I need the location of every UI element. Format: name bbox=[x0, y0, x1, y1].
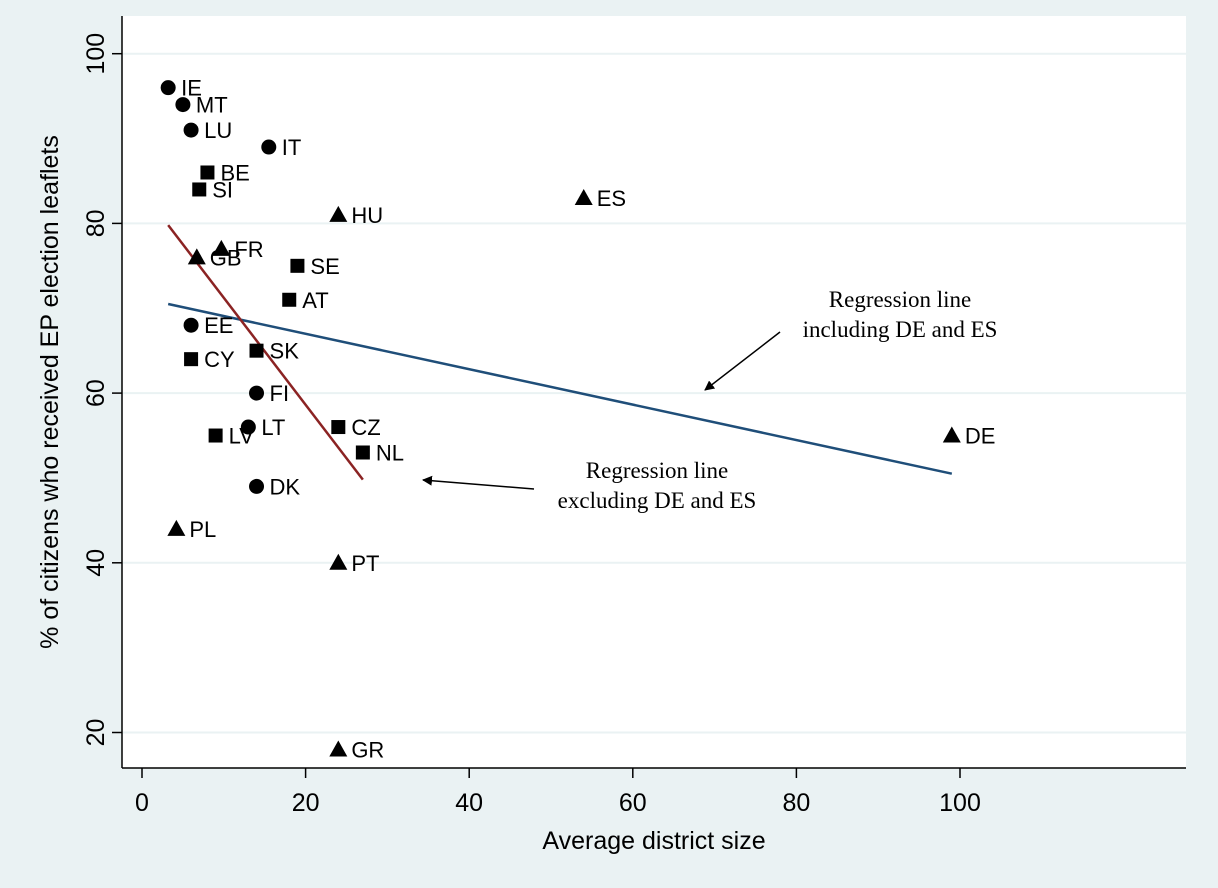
point-label-ie: IE bbox=[181, 76, 202, 101]
y-tick-label: 100 bbox=[82, 33, 110, 75]
regression-lines bbox=[167, 224, 953, 481]
x-tick-label: 100 bbox=[939, 789, 981, 817]
point-label-pt: PT bbox=[351, 551, 379, 576]
annotation-arrow bbox=[422, 475, 535, 490]
point-label-cz: CZ bbox=[351, 415, 380, 440]
point-hu bbox=[329, 205, 348, 222]
annotation-text: including DE and ES bbox=[803, 317, 998, 342]
point-pl bbox=[167, 519, 186, 536]
point-label-ee: EE bbox=[204, 313, 233, 338]
annotation-text: Regression line bbox=[586, 458, 728, 483]
point-label-cy: CY bbox=[204, 347, 235, 372]
y-axis-title: % of citizens who received EP election l… bbox=[36, 135, 64, 649]
point-label-hu: HU bbox=[351, 203, 383, 228]
point-at bbox=[282, 292, 297, 307]
point-mt bbox=[175, 97, 191, 113]
point-se bbox=[290, 258, 305, 273]
point-label-at: AT bbox=[302, 288, 328, 313]
y-tick-label: 60 bbox=[82, 379, 110, 407]
point-ie bbox=[160, 80, 176, 96]
point-label-pl: PL bbox=[189, 517, 216, 542]
point-label-fi: FI bbox=[270, 381, 290, 406]
x-tick-label: 0 bbox=[135, 789, 149, 817]
plot-area bbox=[122, 16, 1186, 768]
point-lu bbox=[183, 122, 199, 138]
point-pt bbox=[329, 553, 348, 570]
ticks: 20 40 60 80 100 0 20 40 60 80 100 bbox=[82, 33, 981, 817]
point-sk bbox=[249, 343, 264, 358]
point-label-se: SE bbox=[310, 254, 339, 279]
point-ee bbox=[183, 317, 199, 333]
x-tick-label: 40 bbox=[455, 789, 483, 817]
point-dk bbox=[249, 478, 265, 494]
point-cz bbox=[331, 420, 346, 435]
point-label-lu: LU bbox=[204, 118, 232, 143]
point-gb bbox=[187, 248, 206, 265]
x-tick-label: 80 bbox=[782, 789, 810, 817]
point-label-gb: GB bbox=[210, 245, 242, 270]
point-nl bbox=[355, 445, 370, 460]
point-it bbox=[261, 139, 277, 155]
axes bbox=[121, 16, 1186, 769]
annotation-text: excluding DE and ES bbox=[558, 488, 757, 513]
point-label-de: DE bbox=[965, 424, 996, 449]
annotation-text: Regression line bbox=[829, 287, 971, 312]
annotation-arrow bbox=[704, 331, 781, 391]
point-de bbox=[942, 426, 961, 443]
x-tick-label: 60 bbox=[619, 789, 647, 817]
point-label-es: ES bbox=[597, 186, 626, 211]
x-axis-title: Average district size bbox=[542, 827, 765, 855]
point-label-fr: FR bbox=[234, 237, 263, 262]
x-tick-label: 20 bbox=[292, 789, 320, 817]
y-tick-label: 80 bbox=[82, 209, 110, 237]
point-fi bbox=[249, 385, 265, 401]
y-tick-label: 20 bbox=[82, 719, 110, 747]
point-label-nl: NL bbox=[376, 440, 404, 465]
point-lv bbox=[208, 428, 223, 443]
point-fr bbox=[212, 239, 231, 256]
point-label-it: IT bbox=[282, 135, 302, 160]
point-es bbox=[574, 188, 593, 205]
point-label-dk: DK bbox=[270, 474, 301, 499]
point-label-be: BE bbox=[220, 160, 249, 185]
gridlines bbox=[123, 52, 1186, 734]
regression-line bbox=[167, 302, 953, 475]
point-label-mt: MT bbox=[196, 93, 228, 118]
annotation-1: Regression line including DE and ES bbox=[704, 287, 998, 391]
point-label-sk: SK bbox=[270, 339, 300, 364]
point-be bbox=[200, 165, 215, 180]
point-label-lv: LV bbox=[229, 424, 255, 449]
point-cy bbox=[184, 352, 199, 367]
y-tick-label: 40 bbox=[82, 549, 110, 577]
regression-line bbox=[167, 224, 364, 481]
point-gr bbox=[329, 740, 348, 757]
point-label-lt: LT bbox=[261, 415, 285, 440]
point-label-gr: GR bbox=[351, 737, 384, 762]
point-si bbox=[192, 182, 207, 197]
annotation-2: Regression line excluding DE and ES bbox=[422, 458, 757, 513]
point-lt bbox=[240, 419, 256, 435]
point-label-si: SI bbox=[212, 177, 233, 202]
